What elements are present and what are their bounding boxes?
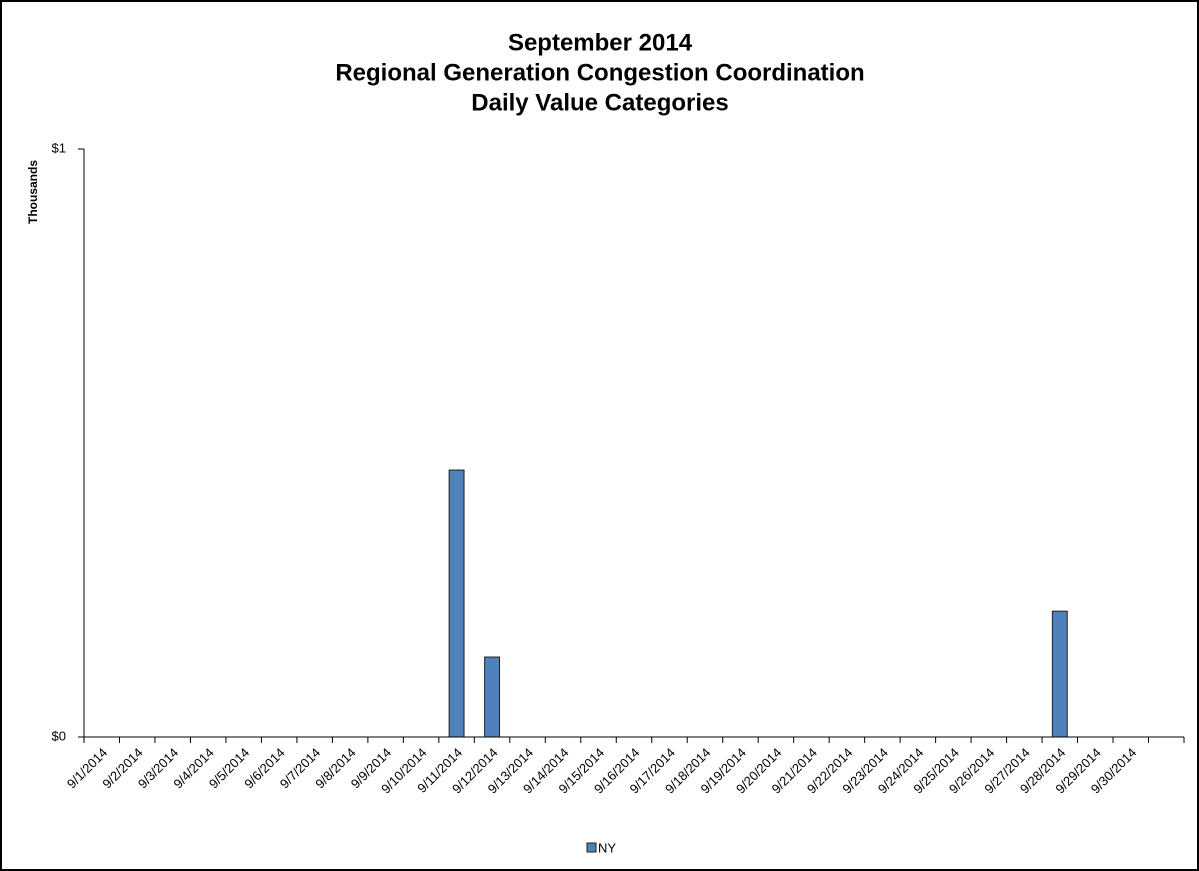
bar [1051, 610, 1068, 738]
chart-title: Daily Value Categories [471, 89, 728, 116]
legend-label: NY [598, 840, 616, 855]
bar [448, 469, 465, 738]
chart-title: September 2014 [508, 29, 693, 56]
bar [484, 656, 501, 738]
legend-swatch [586, 842, 597, 853]
y-tick-label: $0 [52, 728, 66, 743]
y-axis-label: Thousands [26, 160, 40, 224]
y-tick-label: $1 [52, 140, 66, 155]
chart-title: Regional Generation Congestion Coordinat… [335, 59, 864, 86]
